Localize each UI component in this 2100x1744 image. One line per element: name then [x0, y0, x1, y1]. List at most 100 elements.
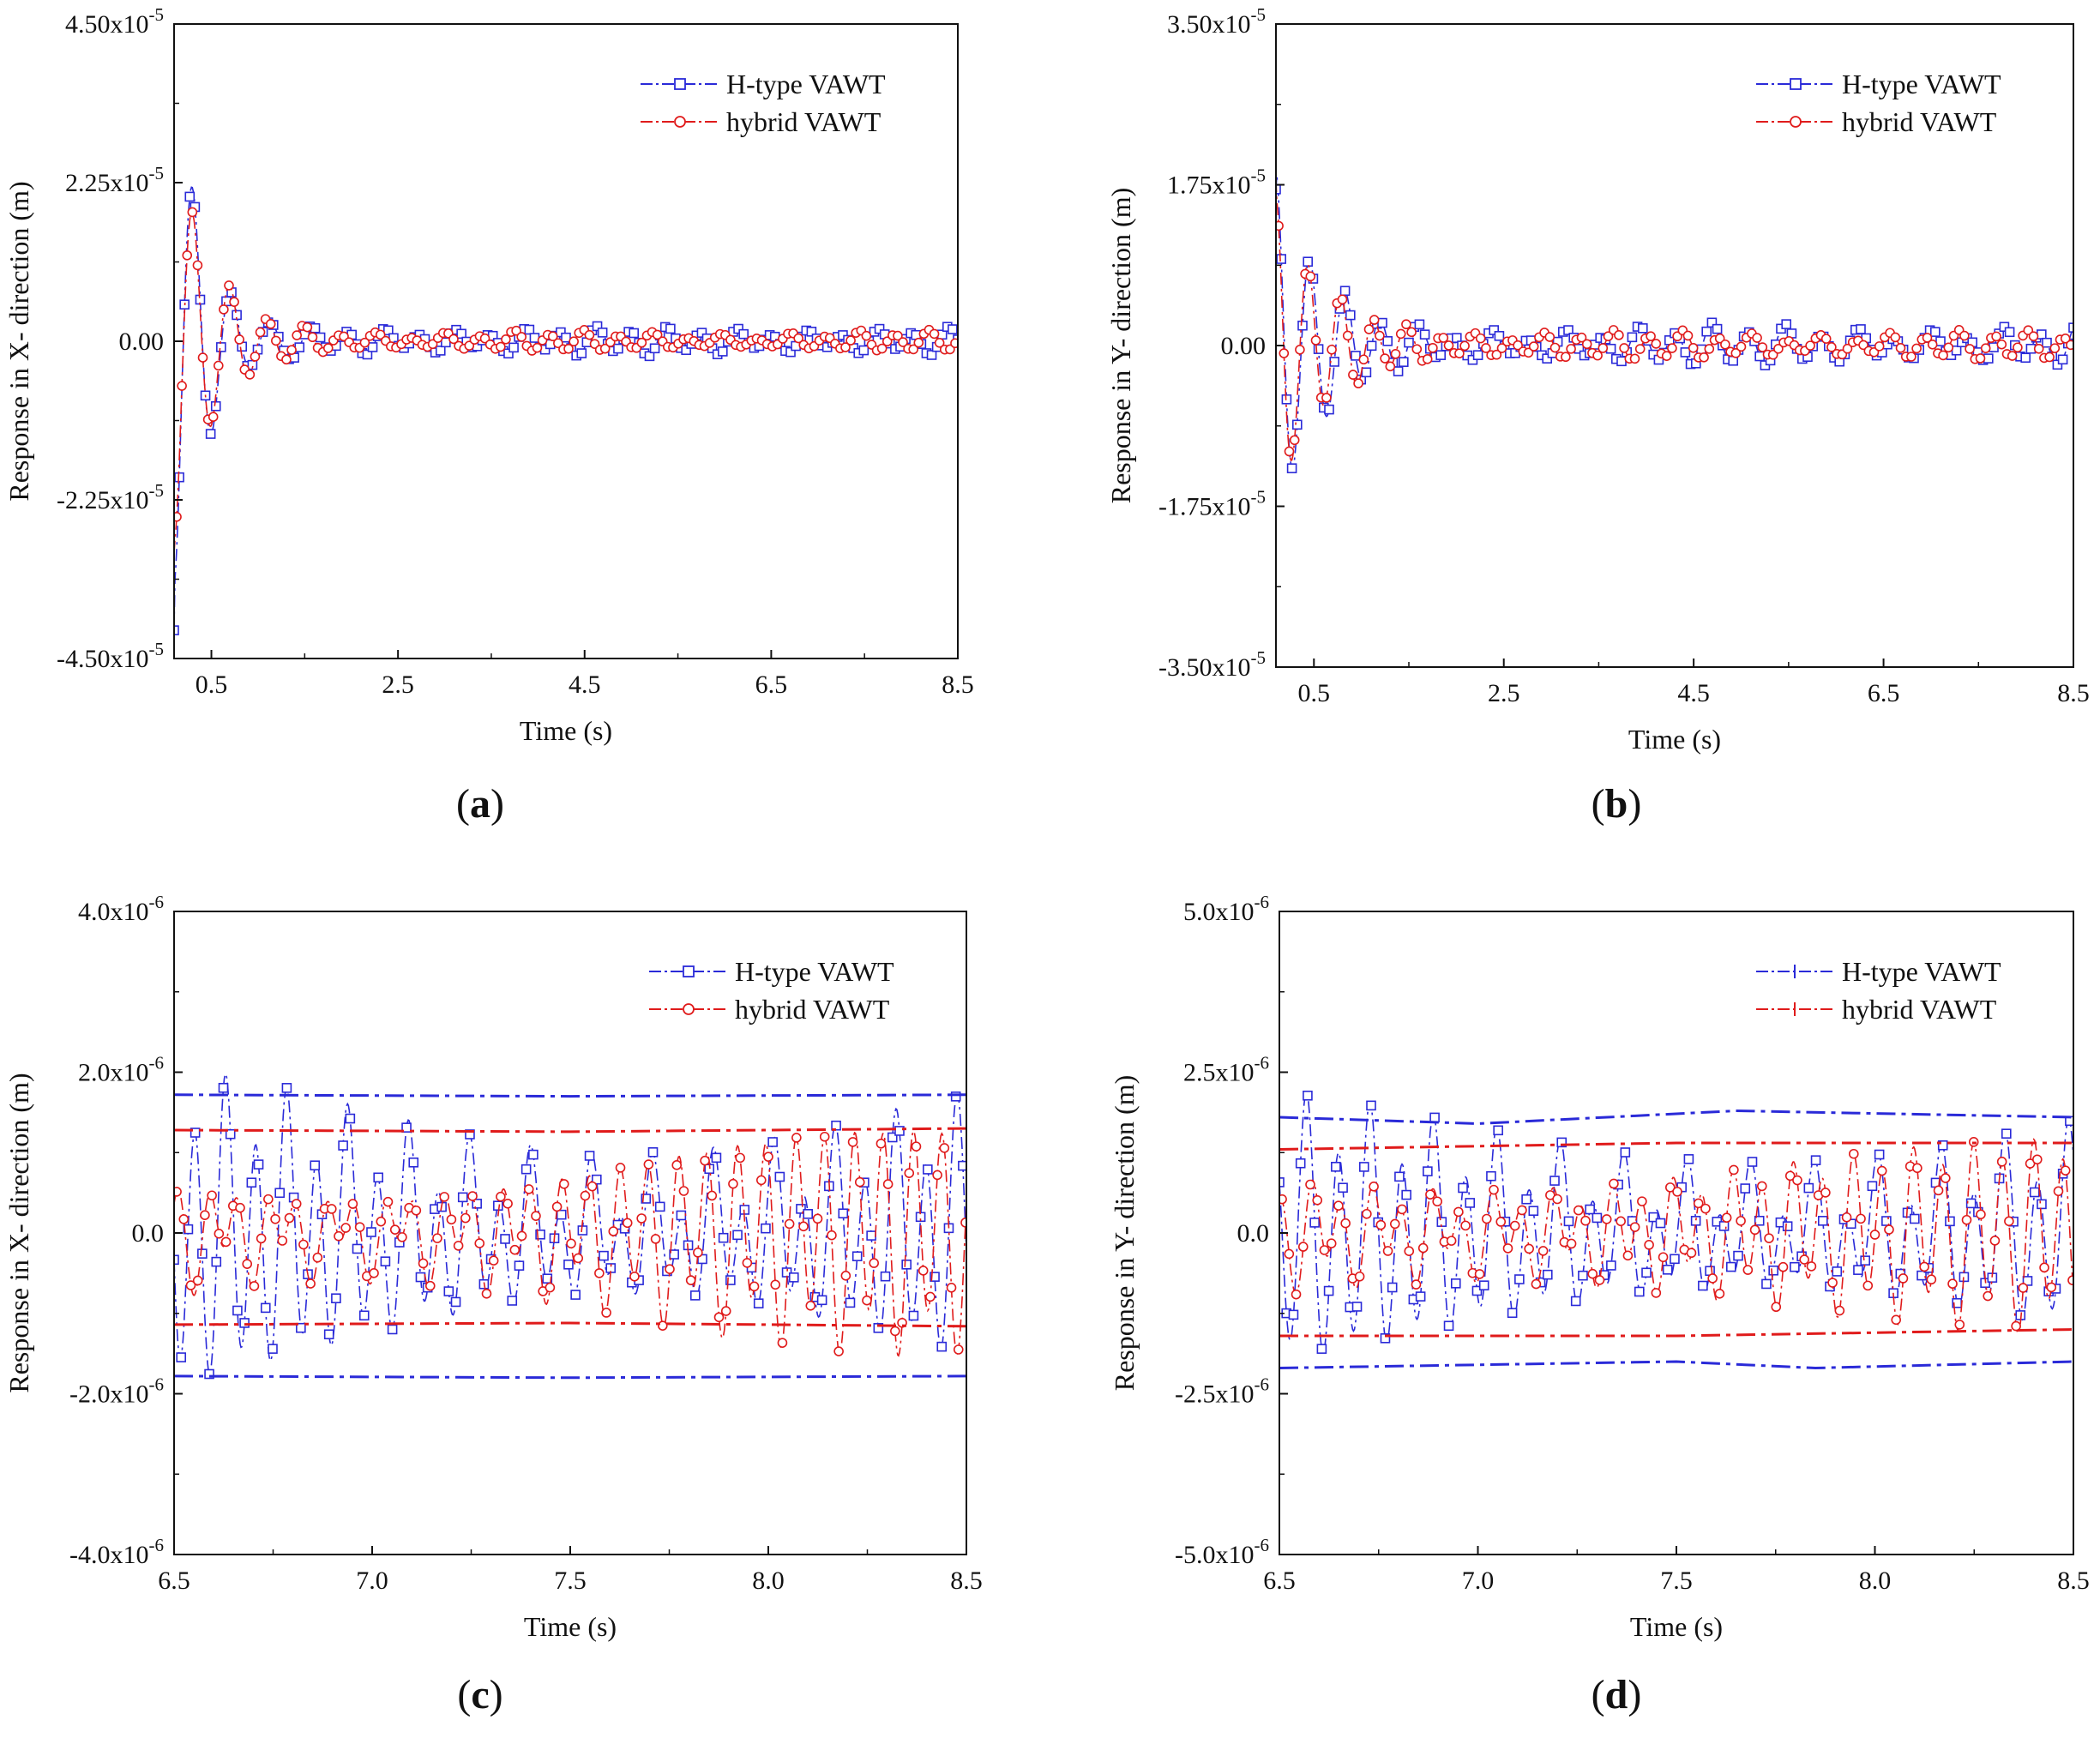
data-point	[1712, 323, 1723, 334]
series-h-type	[1279, 1090, 2073, 1370]
legend-marker	[674, 116, 686, 128]
data-point	[1319, 1245, 1330, 1255]
x-tick-label: 8.0	[1859, 1567, 1892, 1595]
y-tick-exponent: -6	[1255, 1374, 1270, 1395]
data-point	[322, 343, 334, 353]
data-point	[717, 346, 728, 357]
data-point	[1380, 1332, 1391, 1344]
data-point	[742, 1258, 753, 1268]
data-point	[213, 360, 224, 371]
data-point	[1680, 347, 1691, 358]
data-point	[720, 1306, 731, 1316]
y-tick-mantissa: 2.5x10	[1183, 1059, 1255, 1087]
legend-marker	[1790, 78, 1802, 90]
data-point	[1358, 1162, 1369, 1172]
data-point	[1389, 1218, 1400, 1230]
data-point	[1338, 1182, 1348, 1194]
data-point	[1856, 324, 1866, 334]
panel-paren-open: (	[457, 1672, 471, 1717]
data-point	[192, 260, 203, 271]
data-point	[1754, 1215, 1765, 1226]
y-tick-label: 4.50x10-5	[65, 4, 164, 39]
y-tick-label: -5.0x10-6	[1175, 1535, 1269, 1569]
data-point	[242, 1259, 253, 1269]
data-point	[174, 512, 182, 522]
legend: H-type VAWT hybrid VAWT	[641, 69, 886, 137]
data-point	[615, 1163, 626, 1173]
data-point	[1549, 342, 1561, 353]
data-point	[599, 1250, 609, 1261]
y-tick-mantissa: 0.00	[119, 328, 165, 356]
data-point	[882, 336, 893, 346]
data-point	[183, 1224, 194, 1235]
data-point	[1945, 1216, 1955, 1227]
y-tick-label: 0.00	[119, 328, 165, 356]
data-point	[1867, 1181, 1878, 1192]
data-point	[2033, 343, 2044, 354]
data-point	[665, 1264, 675, 1274]
data-point	[387, 1324, 398, 1335]
data-point	[1303, 256, 1313, 268]
y-tick-exponent: -6	[1255, 1535, 1270, 1555]
data-point	[1491, 349, 1502, 360]
data-point	[535, 1229, 545, 1240]
data-point	[528, 1149, 539, 1160]
data-point	[292, 330, 302, 340]
y-tick-exponent: -6	[149, 1374, 165, 1395]
data-point	[225, 1128, 236, 1140]
data-point	[467, 1191, 478, 1201]
data-point	[845, 335, 856, 346]
data-point	[1276, 220, 1284, 232]
data-point	[1933, 1185, 1944, 1196]
data-point	[1340, 1218, 1351, 1229]
data-point	[770, 1279, 781, 1290]
data-point	[898, 337, 908, 347]
data-point	[210, 400, 221, 412]
data-point	[274, 1188, 286, 1199]
data-point	[1752, 333, 1762, 343]
data-point	[1276, 254, 1286, 264]
data-point	[1622, 1250, 1634, 1261]
data-point	[1764, 1233, 1774, 1243]
data-point	[647, 1147, 659, 1158]
data-point	[271, 335, 281, 346]
data-point	[1438, 333, 1449, 343]
series-hybrid	[1276, 180, 2073, 462]
plot-area	[1279, 1090, 2073, 1370]
data-point	[561, 332, 571, 343]
data-point	[840, 1271, 851, 1281]
data-point	[2004, 327, 2015, 338]
data-point	[1714, 333, 1725, 344]
data-point	[887, 1132, 898, 1143]
y-tick-mantissa: 5.0x10	[1183, 898, 1255, 926]
data-point	[1619, 343, 1629, 353]
legend: H-type VAWT hybrid VAWT	[1756, 69, 2001, 137]
data-point	[1609, 1178, 1619, 1189]
data-point	[457, 1192, 468, 1203]
data-point	[190, 1128, 201, 1138]
data-point	[1916, 1270, 1927, 1281]
x-tick-label: 8.5	[950, 1567, 983, 1595]
data-point	[197, 352, 208, 363]
data-point	[1834, 1305, 1845, 1316]
panel-letter: d	[1605, 1672, 1628, 1717]
data-point	[1749, 1224, 1760, 1236]
panel-paren-open: (	[1592, 781, 1605, 827]
data-point	[1429, 1112, 1440, 1123]
panel-letter: a	[470, 781, 490, 827]
data-point	[507, 1296, 518, 1306]
data-point	[1718, 1221, 1730, 1231]
y-tick-mantissa: 2.0x10	[78, 1059, 149, 1087]
data-point	[584, 1151, 595, 1161]
data-point	[1387, 1282, 1398, 1293]
data-point	[1563, 325, 1573, 335]
data-point	[1627, 332, 1638, 343]
data-point	[1542, 353, 1552, 364]
data-point	[200, 1210, 210, 1220]
data-point	[700, 1155, 710, 1166]
data-point	[501, 334, 511, 345]
data-point	[1454, 348, 1465, 358]
data-point	[689, 1290, 701, 1301]
data-point	[923, 1164, 933, 1175]
y-tick-label: 2.0x10-6	[78, 1053, 164, 1087]
